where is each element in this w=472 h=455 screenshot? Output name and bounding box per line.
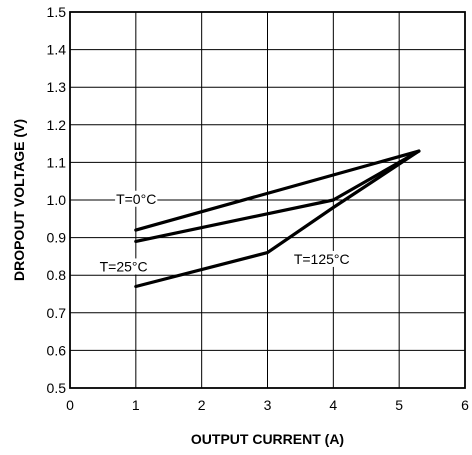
series-label-t125: T=125°C xyxy=(294,251,350,267)
y-tick-label: 0.8 xyxy=(47,267,67,283)
y-tick-label: 0.5 xyxy=(47,380,67,396)
y-tick-labels: 0.5 0.6 0.7 0.8 0.9 1.0 1.1 1.2 1.3 1.4 1.5 xyxy=(47,4,67,396)
y-tick-label: 1.5 xyxy=(47,4,67,20)
x-tick-label: 0 xyxy=(66,397,74,413)
y-tick-label: 1.2 xyxy=(47,117,67,133)
grid xyxy=(70,12,465,388)
y-tick-label: 0.6 xyxy=(47,342,67,358)
x-tick-label: 3 xyxy=(264,397,272,413)
series-label-t0: T=0°C xyxy=(116,191,156,207)
y-axis-label: DROPOUT VOLTAGE (V) xyxy=(11,119,27,281)
series-line-2 xyxy=(134,149,421,289)
x-tick-label: 5 xyxy=(395,397,403,413)
y-tick-label: 0.7 xyxy=(47,305,67,321)
x-tick-label: 6 xyxy=(461,397,469,413)
x-tick-labels: 0 1 2 3 4 5 6 xyxy=(66,397,469,413)
x-axis-label: OUTPUT CURRENT (A) xyxy=(191,431,344,447)
series-line-0 xyxy=(134,149,421,232)
series-lines xyxy=(134,149,421,289)
y-tick-label: 1.4 xyxy=(47,42,67,58)
series-line-1 xyxy=(134,149,421,243)
series-labels: T=0°C T=25°C T=125°C xyxy=(98,190,351,275)
series-label-bg-t0 xyxy=(115,190,158,207)
y-tick-label: 0.9 xyxy=(47,230,67,246)
y-tick-label: 1.0 xyxy=(47,192,67,208)
plot-frame xyxy=(69,11,466,389)
x-tick-label: 4 xyxy=(329,397,337,413)
y-tick-label: 1.1 xyxy=(47,154,67,170)
x-tick-label: 2 xyxy=(198,397,206,413)
y-tick-label: 1.3 xyxy=(47,79,67,95)
series-label-bg-t125 xyxy=(292,250,351,267)
series-label-bg-t25 xyxy=(98,258,149,275)
series-label-t25: T=25°C xyxy=(100,258,148,274)
x-tick-label: 1 xyxy=(132,397,140,413)
